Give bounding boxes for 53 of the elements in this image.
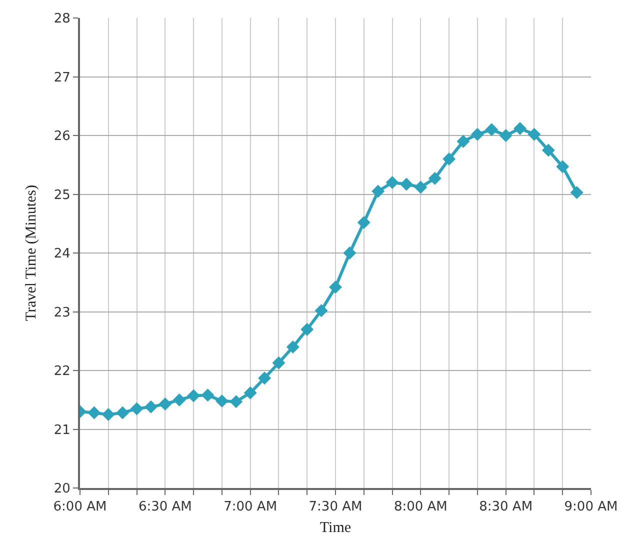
- y-tick-label: 28: [54, 12, 70, 27]
- point: [116, 406, 130, 420]
- point: [556, 160, 570, 174]
- point: [172, 393, 186, 406]
- point: [372, 184, 385, 198]
- point: [230, 395, 243, 408]
- y-axis-title: Travel Time (Minutes): [24, 184, 40, 322]
- y-tick-label: 22: [54, 364, 70, 380]
- x-tick-label: 6:30 AM: [138, 500, 192, 515]
- point: [386, 176, 399, 189]
- y-tick-label: 23: [54, 305, 70, 320]
- point: [88, 406, 101, 420]
- point: [272, 356, 286, 370]
- point: [215, 394, 228, 408]
- x-tick-label: 8:00 AM: [394, 500, 448, 515]
- point: [514, 122, 527, 135]
- point: [499, 129, 512, 142]
- point: [357, 216, 370, 229]
- point: [102, 408, 115, 422]
- point: [570, 186, 584, 199]
- y-tick-label: 25: [54, 188, 70, 203]
- point: [244, 386, 257, 400]
- x-axis-title: Time: [320, 520, 352, 536]
- point: [314, 304, 328, 318]
- point: [286, 340, 300, 354]
- point: [442, 152, 456, 166]
- point: [428, 172, 442, 185]
- y-tick-label: 24: [54, 246, 70, 262]
- point: [542, 144, 555, 157]
- point: [329, 280, 342, 294]
- x-tick-label: 7:00 AM: [224, 500, 278, 515]
- x-tick-label: 6:00 AM: [53, 500, 107, 515]
- y-tick-label: 26: [54, 129, 70, 144]
- point: [258, 372, 272, 385]
- point: [300, 322, 314, 336]
- point: [158, 397, 172, 410]
- point: [528, 128, 541, 141]
- point: [201, 388, 214, 402]
- point: [485, 123, 498, 136]
- x-tick-label: 8:30 AM: [479, 500, 533, 515]
- y-tick-label: 20: [54, 482, 70, 497]
- y-tick-label: 27: [54, 70, 70, 86]
- point: [187, 389, 200, 402]
- point: [343, 246, 356, 260]
- point: [130, 402, 144, 416]
- point: [144, 400, 158, 414]
- x-tick-label: 7:30 AM: [308, 500, 362, 515]
- point: [400, 178, 413, 191]
- x-tick-label: 9:00 AM: [564, 500, 618, 515]
- y-tick-label: 21: [54, 422, 70, 438]
- point: [414, 180, 428, 194]
- point: [470, 128, 484, 141]
- point: [456, 134, 470, 148]
